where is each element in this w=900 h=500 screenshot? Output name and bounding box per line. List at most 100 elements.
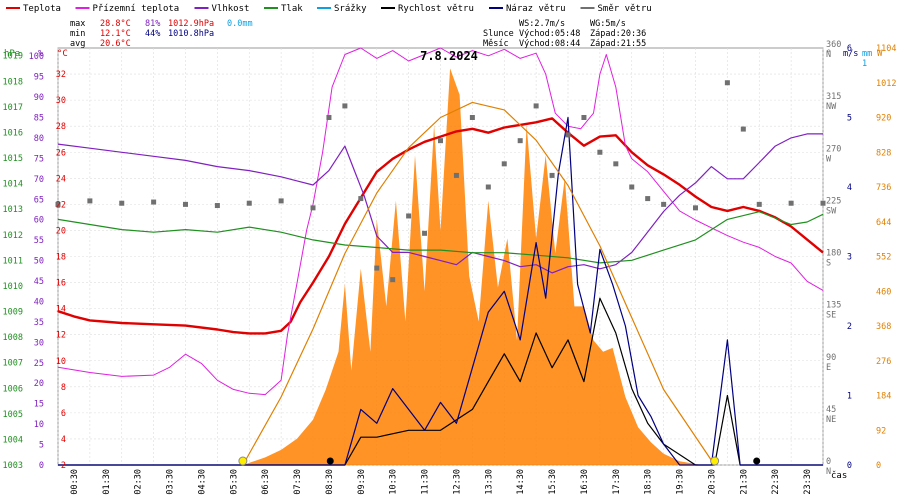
wind-dir-point [453, 172, 459, 178]
stats-value: max [70, 19, 85, 29]
stats-value: 1012.9hPa [168, 19, 214, 29]
temperature-unit: °C [57, 49, 68, 59]
temperature-axis-tick: 26 [56, 148, 66, 158]
direction-axis-dir: W [826, 154, 832, 164]
wind-dir-point [55, 201, 61, 207]
solar-axis-tick: 1104 [876, 44, 896, 54]
solar-axis-tick: 644 [876, 218, 891, 228]
time-tick-label: 05:30 [229, 469, 239, 495]
solar-axis-tick: 276 [876, 357, 891, 367]
direction-axis-dir: N [826, 467, 831, 477]
stats-value: 20.6°C [100, 39, 131, 49]
solar-unit: W [877, 49, 883, 59]
info-sun-rise: Východ:05:48 [519, 29, 580, 39]
stats-value: 44% [145, 29, 160, 39]
wind-axis-tick: 5 [847, 114, 852, 124]
legend-label: Teplota [23, 4, 61, 14]
wind-dir-point [485, 184, 491, 190]
wind-dir-point [87, 198, 93, 204]
time-tick-label: 04:30 [197, 469, 207, 495]
humidity-axis-tick: 45 [34, 277, 44, 287]
direction-axis-dir: SW [826, 206, 837, 216]
series-line-8 [242, 101, 716, 466]
wind-dir-point [613, 161, 619, 167]
temperature-axis-tick: 14 [56, 305, 66, 315]
wind-dir-point [406, 213, 412, 219]
wind-dir-point [390, 277, 396, 283]
pressure-axis-tick: 1007 [3, 359, 23, 369]
pressure-axis-tick: 1013 [3, 205, 23, 215]
wind-dir-point [581, 115, 587, 120]
wind-dir-point [661, 201, 667, 207]
wind-dir-point [358, 196, 364, 202]
wind-dir-point [326, 115, 332, 120]
direction-axis-dir: N [826, 50, 831, 60]
temperature-axis-tick: 4 [61, 435, 66, 445]
chart-title: 7.8.2024 [420, 49, 478, 63]
wind-dir-point [820, 200, 826, 206]
time-tick-label: 00:30 [70, 469, 80, 495]
wind-dir-point [374, 265, 380, 271]
time-tick-label: 21:30 [739, 469, 749, 495]
sunrise-marker [238, 456, 248, 466]
time-tick-label: 14:30 [516, 469, 526, 495]
humidity-axis-tick: 10 [34, 420, 44, 430]
time-tick-label: 12:30 [452, 469, 462, 495]
direction-axis-deg: 90 [826, 353, 836, 363]
humidity-axis-tick: 75 [34, 154, 44, 164]
humidity-axis-tick: 85 [34, 114, 44, 124]
solar-axis-tick: 0 [876, 461, 881, 471]
humidity-axis-tick: 60 [34, 216, 44, 226]
pressure-axis-tick: 1011 [3, 256, 23, 266]
info-ws: WS:2.7m/s [519, 19, 565, 29]
temperature-axis-tick: 28 [56, 122, 66, 132]
wind-dir-point [151, 199, 157, 205]
wind-axis-tick: 6 [847, 44, 852, 54]
direction-axis-dir: NW [826, 102, 837, 112]
pressure-axis-tick: 1006 [3, 384, 23, 394]
direction-axis-deg: 315 [826, 92, 841, 102]
humidity-axis-tick: 70 [34, 175, 44, 185]
pressure-axis-tick: 1003 [3, 461, 23, 471]
humidity-axis-tick: 5 [39, 441, 44, 451]
pressure-axis-tick: 1019 [3, 52, 23, 62]
temperature-axis-tick: 32 [56, 70, 66, 80]
temperature-axis-tick: 22 [56, 200, 66, 210]
direction-axis-deg: 270 [826, 144, 841, 154]
legend-label: Tlak [281, 4, 303, 14]
time-tick-label: 23:30 [803, 469, 813, 495]
temperature-axis-tick: 12 [56, 331, 66, 341]
legend-label: Směr větru [598, 4, 652, 14]
wind-axis-tick: 3 [847, 253, 852, 263]
humidity-axis-tick: 80 [34, 134, 44, 144]
solar-axis-tick: 368 [876, 322, 891, 332]
pressure-axis-tick: 1016 [3, 128, 23, 138]
legend-label: Náraz větru [506, 4, 566, 14]
temperature-axis-tick: 30 [56, 96, 66, 106]
humidity-unit: % [38, 49, 44, 59]
pressure-axis-tick: 1015 [3, 154, 23, 164]
legend-label: Rychlost větru [398, 4, 474, 14]
wind-dir-point [438, 138, 443, 144]
wind-dir-point [119, 200, 125, 206]
solar-axis-tick: 460 [876, 287, 891, 297]
time-tick-label: 06:30 [261, 469, 271, 495]
time-axis-unit: čas [831, 470, 847, 481]
time-tick-label: 20:30 [707, 469, 717, 495]
temperature-axis-tick: 2 [61, 461, 66, 471]
series-line-3 [57, 211, 824, 264]
wind-dir-point [183, 201, 188, 207]
time-tick-label: 01:30 [102, 469, 112, 495]
stats-value: 81% [145, 19, 160, 29]
time-tick-label: 09:30 [357, 469, 367, 495]
humidity-axis-tick: 30 [34, 338, 44, 348]
pressure-axis-tick: 1014 [3, 180, 23, 190]
direction-axis-deg: 360 [826, 40, 841, 50]
humidity-axis-tick: 20 [34, 379, 44, 389]
info-moon-rise: Východ:08:44 [519, 39, 580, 49]
wind-dir-point [740, 126, 746, 132]
wind-dir-point [693, 205, 698, 211]
wind-axis-tick: 0 [847, 461, 852, 471]
wind-dir-point [788, 200, 794, 206]
